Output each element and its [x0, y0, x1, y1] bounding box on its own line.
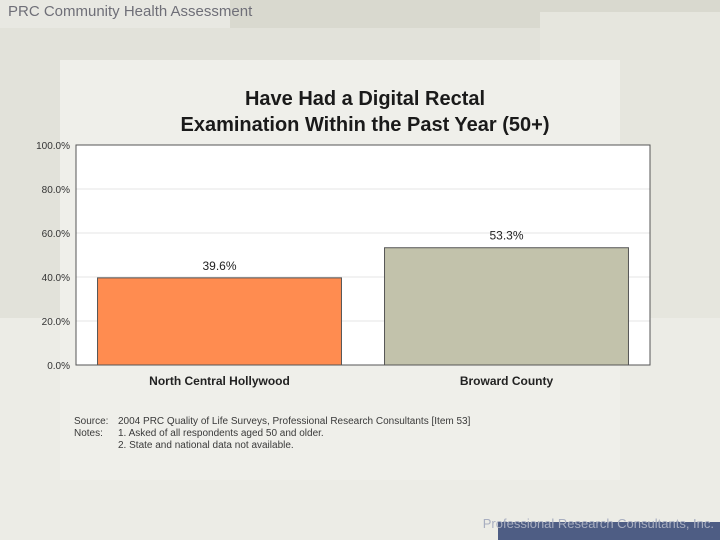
note-text: 2004 PRC Quality of Life Surveys, Profes… — [118, 416, 471, 427]
data-label: 39.6% — [202, 259, 236, 273]
plot-border — [75, 144, 651, 366]
y-tick-label: 20.0% — [42, 317, 70, 328]
note-row: 2. State and national data not available… — [74, 440, 470, 452]
note-key: Notes: — [74, 428, 103, 439]
note-row: Source: 2004 PRC Quality of Life Surveys… — [74, 416, 470, 428]
deck-title: PRC Community Health Assessment — [8, 3, 253, 20]
y-tick-label: 60.0% — [42, 229, 70, 240]
bar — [97, 277, 342, 366]
chart-title-line-2: Examination Within the Past Year (50+) — [180, 114, 550, 136]
bar — [384, 247, 629, 366]
background-panel — [0, 0, 230, 28]
data-label: 53.3% — [489, 229, 523, 243]
y-tick-label: 0.0% — [47, 361, 70, 372]
note-text: 1. Asked of all respondents aged 50 and … — [118, 428, 324, 439]
y-tick-label: 40.0% — [42, 273, 70, 284]
y-tick-label: 80.0% — [42, 185, 70, 196]
footer-credit: Professional Research Consultants, Inc. — [482, 516, 714, 531]
chart-title-line-1: Have Had a Digital Rectal — [244, 88, 486, 110]
x-tick-label: Broward County — [460, 374, 554, 388]
chart-title: Have Had a Digital Rectal Examination Wi… — [120, 86, 610, 138]
note-key: Source: — [74, 416, 109, 427]
y-tick-label: 100.0% — [36, 141, 70, 152]
source-notes: Source: 2004 PRC Quality of Life Surveys… — [74, 416, 470, 452]
footer-bar — [498, 522, 720, 540]
note-row: Notes: 1. Asked of all respondents aged … — [74, 428, 470, 440]
note-key — [74, 440, 118, 452]
note-text: 2. State and national data not available… — [118, 440, 294, 451]
x-tick-label: North Central Hollywood — [149, 374, 290, 388]
